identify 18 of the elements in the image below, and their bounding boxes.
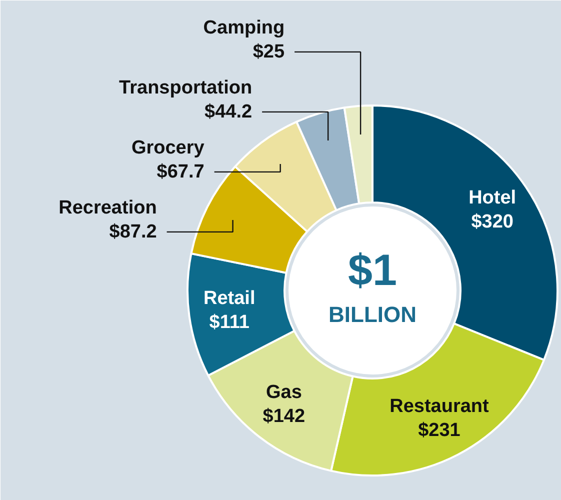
data-label: $25 (252, 41, 285, 62)
data-label: $142 (262, 406, 306, 428)
slice-label: Restaurant (390, 396, 490, 418)
text: $1 (348, 246, 397, 295)
data-label: $44.2 (204, 101, 252, 122)
slice-label: Hotel (468, 187, 516, 208)
data-label: $87.2 (109, 221, 157, 242)
slice-label: Transportation (119, 77, 252, 98)
data-label: $320 (471, 211, 514, 232)
data-label: $67.7 (156, 161, 204, 182)
data-label: $231 (418, 420, 461, 442)
slice-label: Camping (203, 17, 285, 38)
data-label: $111 (209, 312, 250, 333)
slice-label: Recreation (58, 197, 157, 218)
slice-label: Gas (266, 382, 302, 404)
slice-label: Grocery (131, 137, 205, 158)
text: BILLION (328, 302, 417, 327)
slice-label: Retail (204, 288, 256, 309)
